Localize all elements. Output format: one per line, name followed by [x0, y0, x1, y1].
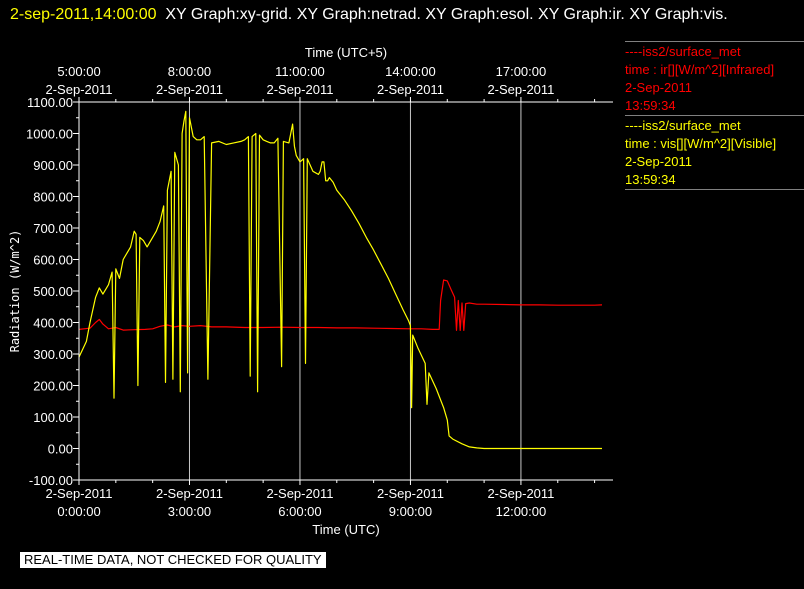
x2-tick-label-time: 14:00:00	[385, 64, 436, 79]
x-tick-label-time: 3:00:00	[168, 504, 211, 519]
plot-series	[78, 110, 603, 450]
y-tick-label: 100.00	[33, 410, 73, 425]
legend-entry-ir: ----iss2/surface_met time : ir[][W/m^2][…	[625, 41, 804, 115]
y-tick-label: 600.00	[33, 253, 73, 268]
y-axis-title: Radiation (W/m^2)	[8, 230, 22, 353]
series-line-ir	[78, 279, 603, 331]
y-tick-label: 300.00	[33, 347, 73, 362]
x2-tick-label-time: 11:00:00	[275, 64, 325, 79]
axes: -100.00 0.00 100.00 200.00 300.00 400.00 500.0…	[26, 64, 613, 519]
y-tick-label: 200.00	[33, 379, 73, 394]
x-tick-label-date: 2-Sep-2011	[377, 486, 444, 501]
x-tick-label-time: 12:00:00	[496, 504, 547, 519]
y-tick-label: 1000.00	[26, 127, 73, 142]
legend-vis-time: 13:59:34	[625, 172, 676, 187]
x2-tick-label-date: 2-Sep-2011	[377, 82, 444, 97]
legend-vis-date: 2-Sep-2011	[625, 154, 692, 169]
y-tick-label: 700.00	[33, 221, 73, 236]
title-graph-list: XY Graph:xy-grid. XY Graph:netrad. XY Gr…	[165, 6, 728, 23]
legend-vis-variable: time : vis[][W/m^2][Visible]	[625, 136, 777, 151]
y-tick-label: 400.00	[33, 316, 73, 331]
series-line-vis	[78, 110, 602, 450]
x-tick-label-time: 9:00:00	[389, 504, 432, 519]
legend-ir-source: ----iss2/surface_met	[625, 44, 741, 59]
legend-ir-variable: time : ir[][W/m^2][Infrared]	[625, 62, 775, 77]
x2-tick-label-time: 8:00:00	[168, 64, 211, 79]
x-tick-label-date: 2-Sep-2011	[156, 486, 223, 501]
x2-tick-label-date: 2-Sep-2011	[266, 82, 333, 97]
x-tick-label-date: 2-Sep-2011	[266, 486, 333, 501]
chart-title: 2-sep-2011,14:00:00 XY Graph:xy-grid. XY…	[10, 4, 800, 25]
legend-ir-time: 13:59:34	[625, 98, 676, 113]
quality-notice: REAL-TIME DATA, NOT CHECKED FOR QUALITY	[20, 552, 326, 568]
legend-entry-vis: ----iss2/surface_met time : vis[][W/m^2]…	[625, 115, 804, 189]
x2-tick-label-date: 2-Sep-2011	[487, 82, 554, 97]
legend: ----iss2/surface_met time : ir[][W/m^2][…	[625, 41, 804, 191]
top-axis-title: Time (UTC+5)	[305, 45, 387, 60]
y-tick-label: 500.00	[33, 284, 73, 299]
x2-tick-label-date: 2-Sep-2011	[156, 82, 223, 97]
y-tick-label: -100.00	[29, 473, 73, 488]
title-date-time: 2-sep-2011,14:00:00	[10, 6, 157, 23]
x-tick-label-time: 6:00:00	[278, 504, 321, 519]
grid	[188, 102, 522, 480]
legend-vis-source: ----iss2/surface_met	[625, 118, 741, 133]
y-tick-label: 1100.00	[27, 95, 73, 110]
y-tick-label: 800.00	[33, 190, 73, 205]
legend-divider	[625, 189, 804, 191]
x2-tick-label-time: 5:00:00	[57, 64, 100, 79]
bottom-axis-title: Time (UTC)	[312, 522, 379, 537]
legend-ir-date: 2-Sep-2011	[625, 80, 692, 95]
x2-tick-label-date: 2-Sep-2011	[46, 82, 113, 97]
x-tick-label-date: 2-Sep-2011	[46, 486, 113, 501]
x-tick-label-date: 2-Sep-2011	[487, 486, 554, 501]
x2-tick-label-time: 17:00:00	[496, 64, 547, 79]
x-tick-label-time: 0:00:00	[57, 504, 100, 519]
y-tick-label: 900.00	[33, 158, 73, 173]
y-tick-label: 0.00	[48, 442, 73, 457]
